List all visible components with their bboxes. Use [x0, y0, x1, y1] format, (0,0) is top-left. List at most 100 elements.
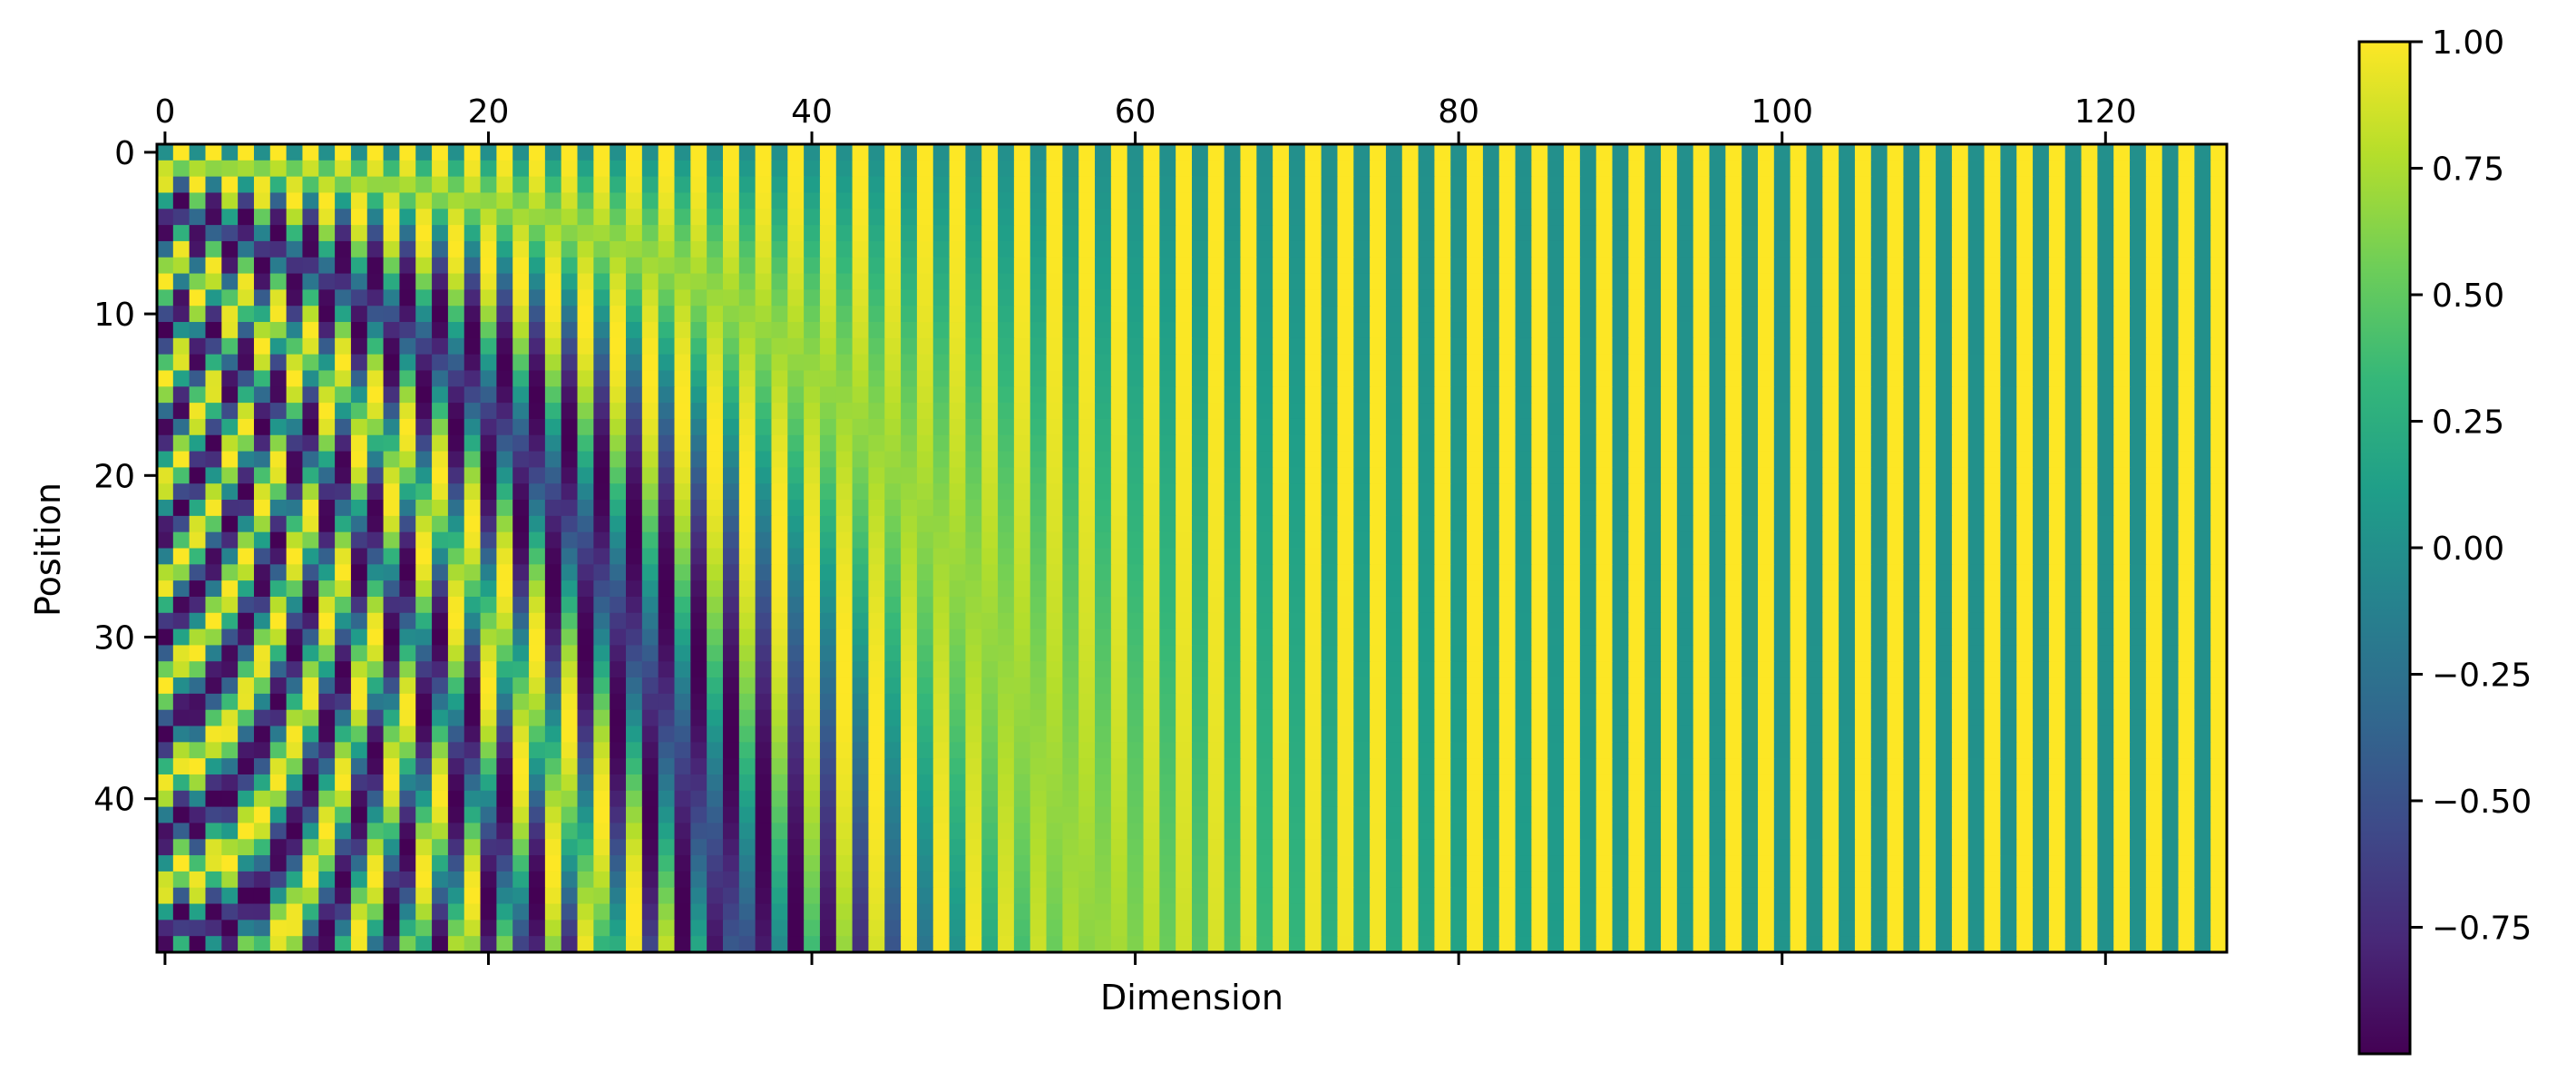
heatmap-cell	[544, 209, 562, 226]
heatmap-cell	[1482, 564, 1500, 581]
heatmap-cell	[1676, 693, 1694, 711]
heatmap-cell	[916, 758, 934, 775]
heatmap-cell	[269, 176, 288, 194]
heatmap-cell	[1628, 596, 1645, 614]
heatmap-cell	[819, 273, 837, 290]
heatmap-cell	[1773, 337, 1791, 355]
heatmap-cell	[2081, 240, 2098, 258]
heatmap-cell	[399, 160, 416, 178]
heatmap-cell	[172, 596, 190, 614]
heatmap-cell	[1467, 596, 1484, 614]
heatmap-cell	[835, 515, 854, 533]
heatmap-cell	[1078, 322, 1096, 339]
heatmap-cell	[172, 257, 190, 275]
heatmap-cell	[1062, 354, 1079, 372]
heatmap-cell	[593, 144, 610, 161]
heatmap-cell	[1547, 742, 1565, 759]
heatmap-cell	[610, 661, 627, 678]
heatmap-cell	[1046, 403, 1063, 420]
heatmap-cell	[399, 306, 416, 323]
heatmap-cell	[835, 192, 854, 209]
heatmap-cell	[1887, 628, 1905, 647]
heatmap-cell	[610, 418, 627, 436]
heatmap-cell	[1467, 645, 1484, 662]
heatmap-cell	[868, 645, 885, 662]
heatmap-cell	[835, 467, 854, 484]
heatmap-cell	[172, 467, 190, 484]
heatmap-cell	[771, 758, 788, 775]
heatmap-cell	[544, 386, 562, 404]
heatmap-cell	[399, 742, 416, 759]
heatmap-cell	[1224, 451, 1242, 468]
heatmap-cell	[626, 548, 643, 565]
heatmap-cell	[1676, 240, 1694, 258]
heatmap-cell	[1839, 709, 1856, 727]
heatmap-cell	[2000, 386, 2017, 404]
heatmap-cell	[787, 354, 805, 372]
heatmap-cell	[1370, 645, 1387, 662]
heatmap-cell	[2178, 483, 2195, 501]
heatmap-cell	[852, 370, 870, 387]
heatmap-cell	[2016, 564, 2034, 581]
heatmap-cell	[884, 370, 902, 387]
heatmap-cell	[1143, 386, 1160, 404]
heatmap-cell	[1531, 176, 1548, 194]
heatmap-cell	[2064, 467, 2083, 484]
heatmap-cell	[1304, 467, 1322, 484]
heatmap-cell	[1288, 515, 1306, 533]
heatmap-cell	[2178, 726, 2195, 743]
heatmap-cell	[1143, 483, 1160, 501]
heatmap-cell	[189, 515, 207, 533]
heatmap-cell	[674, 160, 691, 178]
heatmap-cell	[1936, 257, 1953, 275]
heatmap-cell	[366, 693, 385, 711]
heatmap-cell	[157, 774, 174, 792]
heatmap-cell	[205, 240, 222, 258]
heatmap-cell	[463, 612, 482, 630]
heatmap-cell	[1192, 758, 1209, 775]
heatmap-cell	[1207, 209, 1225, 226]
heatmap-cell	[529, 289, 546, 307]
heatmap-cell	[707, 257, 724, 275]
heatmap-cell	[593, 225, 610, 242]
heatmap-cell	[157, 225, 174, 242]
heatmap-cell	[1256, 403, 1273, 420]
heatmap-cell	[901, 677, 918, 695]
heatmap-cell	[707, 645, 724, 662]
heatmap-cell	[1725, 176, 1742, 194]
heatmap-cell	[998, 451, 1015, 468]
heatmap-cell	[1434, 160, 1451, 178]
heatmap-cell	[2033, 192, 2050, 209]
heatmap-cell	[512, 386, 530, 404]
heatmap-cell	[1742, 612, 1759, 630]
heatmap-cell	[1401, 580, 1420, 598]
heatmap-cell	[1029, 677, 1048, 695]
heatmap-cell	[1547, 418, 1565, 436]
heatmap-cell	[884, 628, 902, 647]
heatmap-cell	[771, 709, 788, 727]
heatmap-cell	[998, 726, 1015, 743]
heatmap-cell	[2081, 661, 2098, 678]
heatmap-cell	[1595, 564, 1614, 581]
heatmap-cell	[415, 580, 433, 598]
heatmap-cell	[1919, 758, 1937, 775]
heatmap-cell	[189, 548, 207, 565]
heatmap-cell	[561, 257, 579, 275]
heatmap-cell	[1644, 612, 1662, 630]
heatmap-cell	[1693, 209, 1711, 226]
heatmap-cell	[205, 403, 222, 420]
heatmap-cell	[674, 580, 691, 598]
heatmap-cell	[1273, 418, 1290, 436]
heatmap-cell	[965, 580, 982, 598]
heatmap-cell	[1967, 742, 1986, 759]
heatmap-cell	[1029, 160, 1048, 178]
heatmap-cell	[1029, 742, 1048, 759]
heatmap-cell	[1919, 192, 1937, 209]
heatmap-cell	[544, 515, 562, 533]
heatmap-cell	[658, 661, 676, 678]
heatmap-cell	[2048, 418, 2066, 436]
heatmap-cell	[755, 322, 773, 339]
heatmap-cell	[172, 515, 190, 533]
heatmap-cell	[1870, 531, 1888, 550]
heatmap-cell	[1401, 306, 1420, 323]
